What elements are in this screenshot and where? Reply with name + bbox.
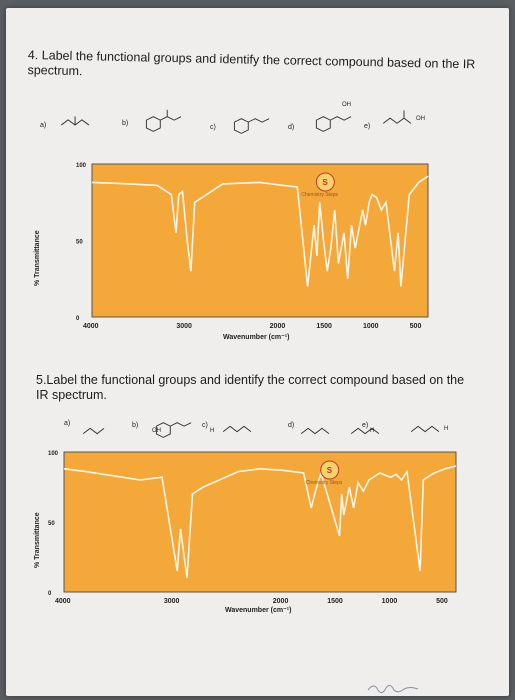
alcohol-structure [315,116,352,132]
y-tick-label: 100 [76,163,87,169]
option-letter: a) [64,420,71,427]
aryl-ketone-structure [145,109,182,132]
x-tick-label: 3000 [164,598,180,605]
x-axis-title: Wavenumber (cm⁻¹) [223,334,290,341]
option-letter: e) [364,123,371,130]
stamp-text: Chemistry Steps [306,480,343,486]
x-tick-label: 3000 [176,323,192,330]
x-tick-label: 4000 [55,598,71,605]
x-axis-title: Wavenumber (cm⁻¹) [225,607,292,614]
y-tick-label: 50 [48,521,55,527]
x-tick-label: 2000 [270,323,286,330]
question-4-title: 4. Label the functional groups and ident… [27,48,476,79]
carboxylic-acid-structure [382,110,412,124]
worksheet-page: 4. Label the functional groups and ident… [6,8,509,696]
option-letter: b) [122,120,129,127]
alkene-structure [82,427,105,435]
structure-label: H [210,428,215,434]
option-letter: a) [40,122,47,129]
y-tick-label: 0 [76,316,80,322]
option-letter: c) [202,422,208,429]
x-tick-label: 500 [436,598,448,605]
structure-label: H [370,428,375,434]
stamp-text: Chemistry Steps [301,192,338,198]
ether-structure [233,118,270,134]
chemistry-steps-stamp: S Chemistry Steps [301,172,339,198]
aldehyde-structure [350,427,380,435]
ketone-structure [60,116,90,126]
spectrum-line [91,175,429,287]
handwriting-scribble [367,684,419,694]
question-5-title: 5.Label the functional groups and identi… [36,373,465,402]
structure-label: H [444,426,449,432]
alkyne-structure [300,427,330,435]
option-letter: e) [362,422,369,429]
plot-area [91,163,429,318]
stamp-letter: S [327,466,333,475]
structure-label: OH [152,428,161,434]
x-tick-label: 4000 [83,323,99,330]
x-tick-label: 2000 [273,598,289,605]
structure-label: OH [416,116,425,122]
question-4-ir-spectrum: % Transmittance S Chemistry Steps 4000 3000… [28,156,438,361]
stamp-letter: S [322,178,328,187]
y-tick-label: 100 [48,451,59,457]
x-tick-label: 1000 [363,323,379,330]
aldehyde-structure [410,425,440,433]
option-letter: b) [132,422,139,429]
option-letter: d) [288,124,295,131]
x-tick-label: 1000 [382,598,398,605]
x-tick-label: 1500 [316,323,332,330]
x-tick-label: 1500 [327,598,343,605]
question-5-ir-spectrum: % Transmittance S Chemistry Steps 4000 3000… [20,438,470,633]
plot-area [63,451,457,593]
structure-label: OH [342,102,351,108]
spectrum-line [63,465,457,579]
y-tick-label: 50 [76,240,83,246]
aldehyde-structure [222,425,252,433]
alcohol-structure [155,422,192,438]
y-tick-label: 0 [48,591,52,597]
x-tick-label: 500 [410,323,422,330]
chemistry-steps-stamp: S Chemistry Steps [306,460,343,486]
option-letter: c) [210,124,216,131]
option-letter: d) [288,422,295,429]
